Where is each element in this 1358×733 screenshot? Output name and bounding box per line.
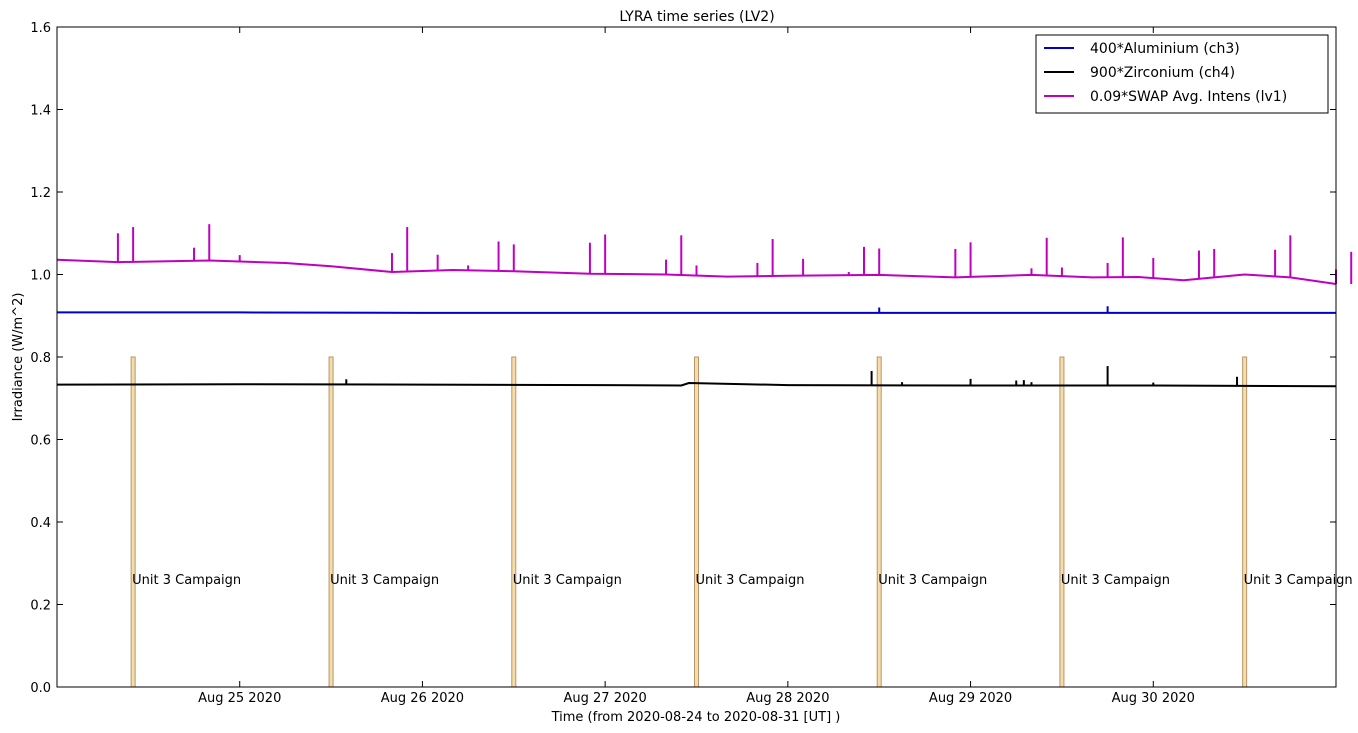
campaign-label-5: Unit 3 Campaign — [878, 573, 987, 588]
chart-title: LYRA time series (LV2) — [619, 9, 774, 25]
campaign-label-7: Unit 3 Campaign — [1244, 573, 1353, 588]
y-axis: 0.0 0.2 0.4 0.6 0.8 1.0 1.2 1.4 1.6 — [30, 21, 1336, 696]
y-tick-label-1: 0.0 — [30, 681, 51, 696]
x-tick-label-6: Aug 30 2020 — [1112, 691, 1195, 706]
series-2-line — [56, 381, 1337, 388]
legend-label-2: 900*Zirconium (ch4) — [1090, 65, 1235, 81]
legend-label-1: 400*Aluminium (ch3) — [1090, 41, 1240, 57]
y-tick-label-6: 1.0 — [30, 269, 51, 284]
series-3 — [56, 224, 1353, 285]
series-2 — [56, 366, 1337, 388]
x-axis: Aug 25 2020 Aug 26 2020 Aug 27 2020 Aug 28 … — [198, 27, 1195, 706]
y-axis-label: Irradiance (W/m^2) — [11, 293, 26, 422]
campaign-bar-7 — [1242, 356, 1248, 688]
series-1 — [57, 306, 1336, 314]
series-lines — [56, 224, 1353, 388]
x-tick-label-2: Aug 26 2020 — [381, 691, 464, 706]
campaign-label-4: Unit 3 Campaign — [696, 573, 805, 588]
campaign-label-6: Unit 3 Campaign — [1061, 573, 1170, 588]
y-tick-label-5: 0.8 — [30, 351, 51, 366]
campaign-label-1: Unit 3 Campaign — [132, 573, 241, 588]
y-tick-label-9: 1.6 — [30, 21, 51, 36]
x-axis-label: Time (from 2020-08-24 to 2020-08-31 [UT]… — [551, 710, 841, 725]
y-tick-label-8: 1.4 — [30, 104, 51, 119]
x-tick-label-3: Aug 27 2020 — [564, 691, 647, 706]
campaign-bar-6 — [1059, 356, 1065, 688]
series-3-line — [56, 258, 1337, 285]
legend-entries: 400*Aluminium (ch3) 900*Zirconium (ch4) 0.… — [1044, 41, 1287, 105]
campaign-label-2: Unit 3 Campaign — [330, 573, 439, 588]
x-tick-label-1: Aug 25 2020 — [198, 691, 281, 706]
campaign-bar-2 — [328, 356, 334, 688]
legend-label-3: 0.09*SWAP Avg. Intens (lv1) — [1090, 89, 1287, 105]
campaign-bar-3 — [511, 356, 517, 688]
legend: 400*Aluminium (ch3) 900*Zirconium (ch4) 0.… — [1035, 34, 1329, 114]
y-tick-label-7: 1.2 — [30, 186, 51, 201]
campaign-bar-1 — [130, 356, 136, 688]
y-tick-label-2: 0.2 — [30, 599, 51, 614]
series-1-line — [57, 311, 1336, 314]
campaign-bar-4 — [694, 356, 699, 688]
x-tick-label-4: Aug 28 2020 — [746, 691, 829, 706]
campaign-label-3: Unit 3 Campaign — [513, 573, 622, 588]
legend-box — [1035, 34, 1329, 114]
y-tick-label-4: 0.6 — [30, 434, 51, 449]
campaign-bar-5 — [876, 356, 882, 688]
x-tick-label-5: Aug 29 2020 — [929, 691, 1012, 706]
campaign-annotations: Unit 3 Campaign Unit 3 Campaign Unit 3 Cam… — [130, 356, 1353, 688]
y-tick-label-3: 0.4 — [30, 516, 51, 531]
